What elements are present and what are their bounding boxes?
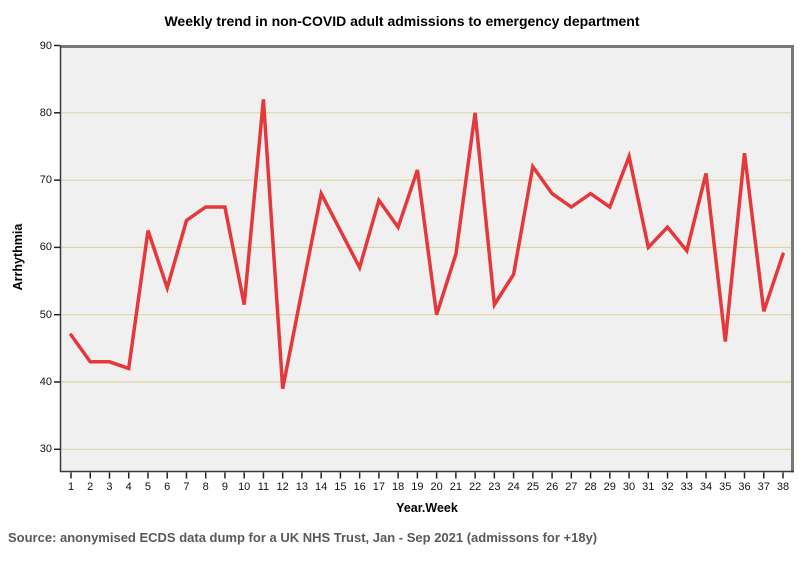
x-axis-title: Year.Week (396, 501, 458, 515)
x-tick-label: 14 (315, 480, 328, 493)
x-tick-label: 12 (276, 480, 289, 493)
x-tick-label: 32 (661, 480, 674, 493)
y-tick-label: 50 (39, 308, 52, 321)
y-tick-label: 30 (39, 443, 52, 456)
plot-frame-topright (60, 45, 794, 473)
x-tick-label: 35 (719, 480, 732, 493)
y-tick-label: 80 (39, 106, 52, 119)
x-tick-label: 33 (680, 480, 693, 493)
chart-title: Weekly trend in non-COVID adult admissio… (164, 13, 640, 29)
x-tick-label: 22 (468, 480, 482, 493)
x-tick-label: 38 (776, 480, 790, 493)
y-tick-label: 60 (39, 241, 52, 254)
x-tick-label: 20 (430, 480, 443, 493)
x-tick-label: 28 (584, 480, 597, 493)
x-tick-label: 6 (164, 480, 171, 493)
x-tick-label: 1 (67, 480, 75, 493)
x-tick-label: 24 (507, 480, 520, 493)
x-tick-label: 30 (622, 480, 636, 493)
y-tick-label: 40 (39, 376, 52, 388)
x-tick-label: 17 (372, 480, 386, 493)
x-tick-label: 26 (545, 480, 559, 493)
x-tick-label: 29 (603, 480, 616, 493)
x-tick-label: 9 (221, 480, 228, 493)
x-tick-label: 34 (699, 480, 713, 493)
x-tick-label: 27 (565, 480, 578, 493)
x-tick-label: 36 (738, 480, 751, 493)
x-tick-label: 18 (392, 480, 405, 493)
x-tick-label: 31 (642, 480, 655, 493)
x-tick-label: 2 (87, 480, 94, 493)
x-tick-label: 10 (238, 480, 251, 493)
x-tick-label: 19 (411, 480, 424, 493)
x-tick-label: 25 (526, 480, 539, 493)
plot-frame-bottomleft (59, 45, 794, 473)
x-tick-label: 15 (334, 480, 347, 493)
y-tick-label: 90 (39, 39, 52, 52)
x-tick-label: 37 (757, 480, 770, 493)
x-tick-label: 3 (106, 480, 113, 493)
x-tick-label: 8 (202, 480, 209, 493)
x-tick-label: 7 (183, 480, 190, 493)
x-tick-label: 5 (144, 480, 152, 493)
trend-line (69, 99, 785, 390)
y-axis-title: Arrhythmia (11, 223, 25, 291)
x-tick-label: 16 (353, 480, 366, 493)
x-tick-label: 23 (488, 480, 501, 493)
x-tick-label: 13 (295, 480, 309, 493)
x-tick-label: 11 (257, 480, 270, 493)
x-tick-label: 21 (449, 480, 462, 493)
plot-area (60, 45, 794, 473)
x-tick-label: 4 (125, 480, 132, 493)
y-tick-label: 70 (39, 174, 52, 187)
source-note: Source: anonymised ECDS data dump for a … (8, 530, 598, 545)
